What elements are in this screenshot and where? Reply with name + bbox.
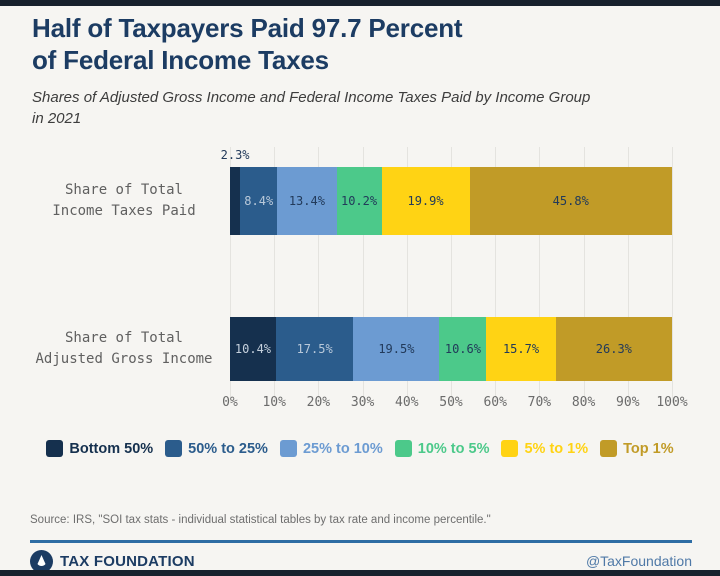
legend-label: 25% to 10% xyxy=(302,440,383,457)
row-label-income-taxes-paid: Share of Total Income Taxes Paid xyxy=(26,180,222,222)
legend-swatch xyxy=(279,440,297,457)
x-axis-tick-label: 90% xyxy=(616,395,640,410)
legend-label: 10% to 5% xyxy=(417,440,490,457)
bar-segment: 10.6% xyxy=(439,317,487,381)
legend-label: Top 1% xyxy=(623,440,674,457)
twitter-handle-link[interactable]: @TaxFoundation xyxy=(585,553,692,569)
row-label-line: Adjusted Gross Income xyxy=(35,351,213,367)
bar-segment: 45.8% xyxy=(469,167,672,235)
legend-item: 25% to 10% xyxy=(279,440,383,457)
segment-value-label: 13.4% xyxy=(288,194,325,208)
legend-item: 50% to 25% xyxy=(165,440,268,457)
bar-0: 2.3% 8.4% 13.4% 10.2% 19.9% 45.8% xyxy=(221,148,672,235)
title-line-1: Half of Taxpayers Paid 97.7 Percent xyxy=(32,13,463,43)
row-label-adjusted-gross-income: Share of Total Adjusted Gross Income xyxy=(26,328,222,370)
x-axis: 0% 10% 20% 30% 40% 50% 60% 70% 80% 90% 100% xyxy=(222,395,687,413)
top-accent-strip xyxy=(0,0,720,6)
x-axis-tick-label: 0% xyxy=(222,395,238,410)
source-note: Source: IRS, "SOI tax stats - individual… xyxy=(30,514,491,526)
segment-value-label: 19.9% xyxy=(407,194,444,208)
bar-segment: 10.2% xyxy=(336,167,382,235)
x-axis-tick-label: 70% xyxy=(527,395,552,410)
row-label-line: Income Taxes Paid xyxy=(52,203,196,219)
bar-segment xyxy=(230,167,241,235)
x-axis-tick-label: 30% xyxy=(350,395,375,410)
brand-name: TAX FOUNDATION xyxy=(60,552,195,570)
header: Half of Taxpayers Paid 97.7 Percent of F… xyxy=(32,13,692,129)
bar-1: 10.4% 17.5% 19.5% 10.6% 15.7% 26.3% xyxy=(230,317,672,381)
gridline xyxy=(495,147,497,403)
bottom-accent-strip xyxy=(0,570,720,576)
segment-value-label: 15.7% xyxy=(502,342,540,356)
segment-value-label: 19.5% xyxy=(378,342,415,356)
bar-segment: 15.7% xyxy=(486,317,556,381)
footer: TAX FOUNDATION @TaxFoundation xyxy=(30,549,692,573)
bar-segment: 19.5% xyxy=(353,317,440,381)
gridline xyxy=(539,147,541,403)
legend-label: 50% to 25% xyxy=(188,440,268,457)
brand: TAX FOUNDATION xyxy=(30,549,195,573)
segment-value-label: 10.6% xyxy=(444,342,481,356)
legend-item: Bottom 50% xyxy=(46,440,153,457)
legend-item: 5% to 1% xyxy=(501,440,588,457)
tax-foundation-logo-icon xyxy=(30,549,53,573)
x-axis-tick-label: 100% xyxy=(656,395,688,410)
segment-value-label: 26.3% xyxy=(595,342,632,356)
x-axis-tick-label: 40% xyxy=(395,395,419,410)
gridline xyxy=(672,147,673,403)
subtitle-line-1: Shares of Adjusted Gross Income and Fede… xyxy=(32,88,591,106)
legend-swatch xyxy=(165,440,183,457)
legend-item: Top 1% xyxy=(600,440,674,457)
gridline xyxy=(406,147,408,403)
segment-value-label: 17.5% xyxy=(296,342,333,356)
segment-value-label-outside: 2.3% xyxy=(220,148,250,162)
bar-segment: 19.9% xyxy=(381,167,470,235)
bar-segment: 17.5% xyxy=(275,317,354,381)
gridline xyxy=(230,147,231,403)
segment-value-label: 10.2% xyxy=(340,194,378,208)
x-axis-tick-label: 80% xyxy=(571,395,596,410)
gridline xyxy=(274,147,276,403)
title-line-2: of Federal Income Taxes xyxy=(32,44,329,75)
row-label-line: Share of Total xyxy=(64,330,183,346)
chart-subtitle: Shares of Adjusted Gross Income and Fede… xyxy=(32,87,692,129)
legend-swatch xyxy=(46,440,64,457)
gridline xyxy=(583,147,585,403)
legend-swatch xyxy=(501,440,519,457)
gridline xyxy=(318,147,320,403)
subtitle-line-2: in 2021 xyxy=(32,109,82,127)
x-axis-tick-label: 20% xyxy=(306,395,331,410)
bar-segment: 10.4% xyxy=(230,317,276,381)
x-axis-tick-label: 10% xyxy=(262,395,286,410)
legend: Bottom 50% 50% to 25% 25% to 10% 10% to 5% 5… xyxy=(0,440,720,457)
legend-swatch xyxy=(600,440,618,457)
logo-glyph-icon xyxy=(37,554,46,566)
legend-label: Bottom 50% xyxy=(69,440,154,457)
bar-segment: 8.4% xyxy=(240,167,278,235)
page-title: Half of Taxpayers Paid 97.7 Percent of F… xyxy=(32,13,692,77)
stacked-bar-chart: Share of Total Income Taxes Paid 2.3% 8.4… xyxy=(0,145,720,413)
bar-segment: 13.4% xyxy=(277,167,337,235)
gridline xyxy=(362,147,364,403)
gridline xyxy=(451,147,452,403)
legend-item: 10% to 5% xyxy=(394,440,490,457)
segment-value-label: 8.4% xyxy=(244,194,274,208)
x-axis-tick-label: 60% xyxy=(483,395,507,410)
legend-swatch xyxy=(394,440,412,457)
row-label-line: Share of Total xyxy=(64,182,183,198)
bar-segment: 26.3% xyxy=(555,317,672,381)
footer-divider xyxy=(30,540,692,543)
gridlines xyxy=(230,147,673,403)
legend-label: 5% to 1% xyxy=(524,440,589,457)
gridline xyxy=(627,147,629,403)
segment-value-label: 10.4% xyxy=(234,342,272,356)
segment-value-label: 45.8% xyxy=(552,194,589,208)
x-axis-tick-label: 50% xyxy=(439,395,463,410)
